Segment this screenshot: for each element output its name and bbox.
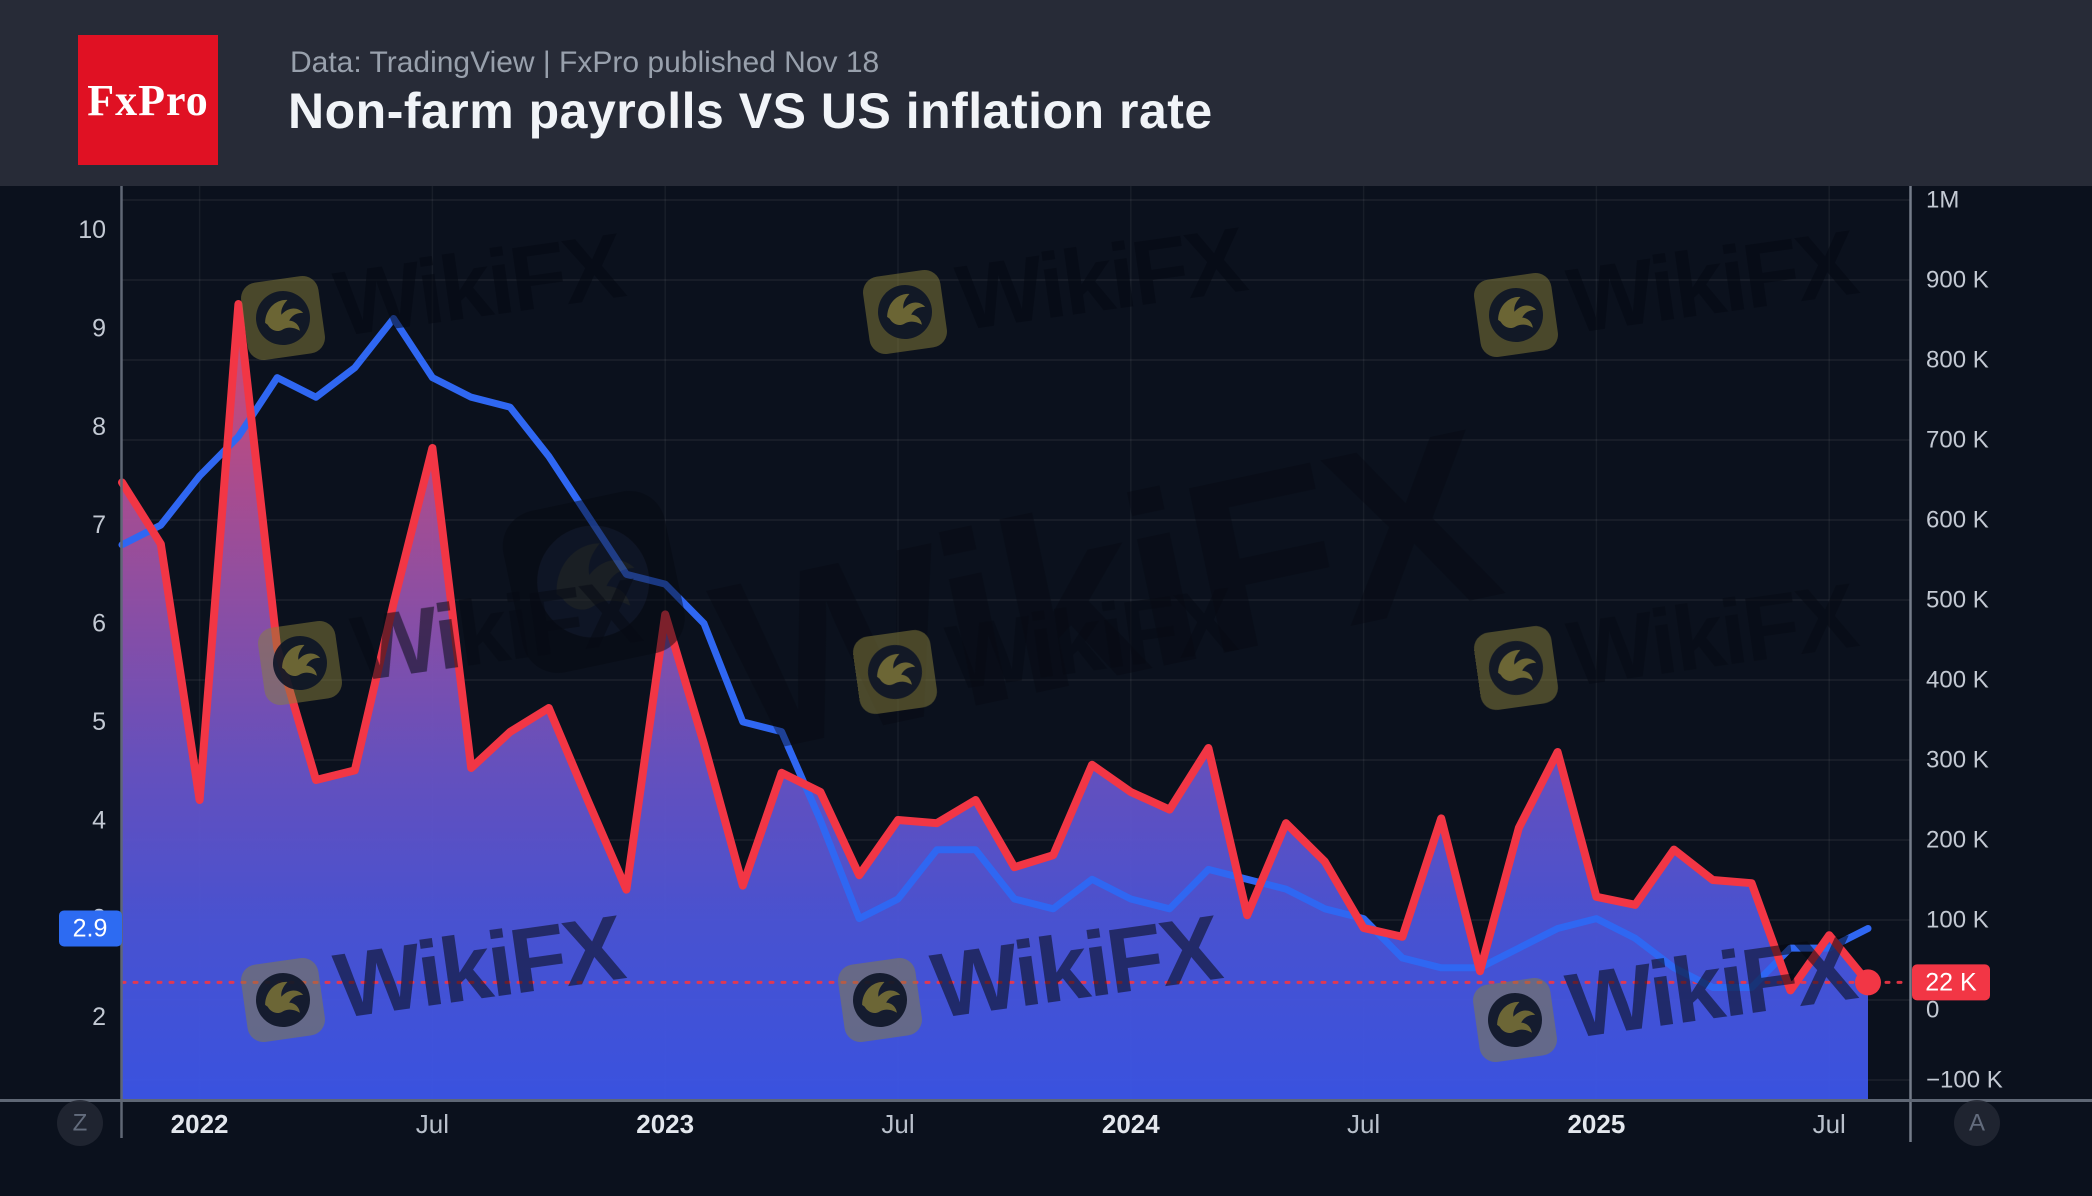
inflation-last-value-badge: 2.9 bbox=[59, 910, 122, 947]
watermark-text: WikiFX bbox=[1562, 565, 1864, 706]
left-axis-tick-label: 8 bbox=[92, 413, 106, 441]
corner-button-a[interactable]: A bbox=[1954, 1100, 2000, 1146]
wikifx-logo-circle bbox=[1489, 641, 1543, 695]
wikifx-logo-circle bbox=[1489, 288, 1543, 342]
corner-button-z-bg bbox=[57, 1100, 103, 1146]
corner-button-a-bg bbox=[1954, 1100, 2000, 1146]
header: FxPro Data: TradingView | FxPro publishe… bbox=[0, 0, 2092, 186]
eagle-icon bbox=[265, 299, 304, 331]
eagle-icon bbox=[877, 653, 916, 685]
left-axis-tick-label: 6 bbox=[92, 610, 106, 638]
watermark-center-eagle-icon bbox=[556, 543, 635, 610]
eagle-icon bbox=[887, 293, 926, 325]
watermark-unit: WikiFX bbox=[853, 569, 1243, 714]
wikifx-logo-icon bbox=[241, 276, 325, 360]
wikifx-logo-icon bbox=[863, 270, 947, 354]
wikifx-logo-circle bbox=[256, 291, 310, 345]
corner-button-a-label: A bbox=[1969, 1110, 1985, 1137]
right-axis-tick-label: 900 K bbox=[1926, 267, 1989, 294]
inflation-badge-value: 2.9 bbox=[73, 914, 108, 942]
right-axis-tick-label: 300 K bbox=[1926, 747, 1989, 774]
watermark-text: WikiFX bbox=[941, 569, 1243, 710]
watermark-text: WikiFX bbox=[329, 215, 631, 356]
inflation-line bbox=[118, 315, 1872, 991]
left-axis-tick-label: 7 bbox=[92, 511, 106, 539]
right-axis-tick-label: −100 K bbox=[1926, 1067, 2003, 1094]
payrolls-last-value-badge: 22 K bbox=[1912, 964, 1990, 1001]
payrolls-badge-bg bbox=[1912, 964, 1990, 1001]
right-axis-tick-label: 400 K bbox=[1926, 667, 1989, 694]
right-axis-tick-label: 700 K bbox=[1926, 427, 1989, 454]
left-axis-tick-label: 10 bbox=[78, 216, 106, 244]
watermark-unit: WikiFX bbox=[1474, 565, 1864, 710]
watermark-unit: WikiFX bbox=[1474, 212, 1864, 357]
x-axis-label: 2024 bbox=[1102, 1109, 1160, 1139]
page-title: Non-farm payrolls VS US inflation rate bbox=[288, 83, 1213, 139]
eagle-icon bbox=[1498, 296, 1537, 328]
watermark-unit: WikiFX bbox=[241, 215, 631, 360]
left-axis-tick-label: 9 bbox=[92, 314, 106, 342]
right-axis-tick-label: 800 K bbox=[1926, 347, 1989, 374]
left-axis-tick-label: 5 bbox=[92, 708, 106, 736]
x-axis-label: Jul bbox=[881, 1109, 914, 1139]
x-axis-label: 2025 bbox=[1567, 1109, 1625, 1139]
inflation-badge-bg bbox=[59, 910, 122, 947]
watermark-unit: WikiFX bbox=[863, 209, 1253, 354]
x-axis-label: Jul bbox=[1813, 1109, 1846, 1139]
wikifx-logo-icon bbox=[1474, 273, 1558, 357]
payrolls-line bbox=[118, 300, 1872, 995]
left-axis-tick-label: 4 bbox=[92, 806, 106, 834]
right-axis-tick-label: 200 K bbox=[1926, 827, 1989, 854]
corner-button-z-label: Z bbox=[73, 1110, 88, 1137]
x-axis-label: 2023 bbox=[636, 1109, 694, 1139]
x-axis-label: Jul bbox=[1347, 1109, 1380, 1139]
right-axis-tick-label: 1M bbox=[1926, 187, 1959, 214]
chart-source-line: Data: TradingView | FxPro published Nov … bbox=[290, 46, 880, 79]
wikifx-logo-icon bbox=[853, 630, 937, 714]
x-axis-label: Jul bbox=[416, 1109, 449, 1139]
fxpro-logo: FxPro bbox=[78, 35, 218, 165]
corner-button-z[interactable]: Z bbox=[57, 1100, 103, 1146]
right-axis-tick-label: 500 K bbox=[1926, 587, 1989, 614]
left-axis-tick-label: 2 bbox=[92, 1003, 106, 1031]
watermark-text: WikiFX bbox=[1562, 212, 1864, 353]
wikifx-logo-circle bbox=[868, 645, 922, 699]
right-axis-tick-label: 600 K bbox=[1926, 507, 1989, 534]
payrolls-last-point-dot bbox=[1855, 969, 1881, 996]
right-axis-tick-label: 100 K bbox=[1926, 907, 1989, 934]
payrolls-badge-value: 22 K bbox=[1925, 968, 1977, 996]
payrolls-area-fill bbox=[122, 304, 1868, 1100]
wikifx-logo-icon bbox=[1474, 626, 1558, 710]
right-axis-tick-label: 0 bbox=[1926, 997, 1939, 1024]
watermark-center-logo-circle bbox=[537, 525, 650, 638]
x-axis-label: 2022 bbox=[171, 1109, 229, 1139]
wikifx-logo-circle bbox=[878, 285, 932, 339]
